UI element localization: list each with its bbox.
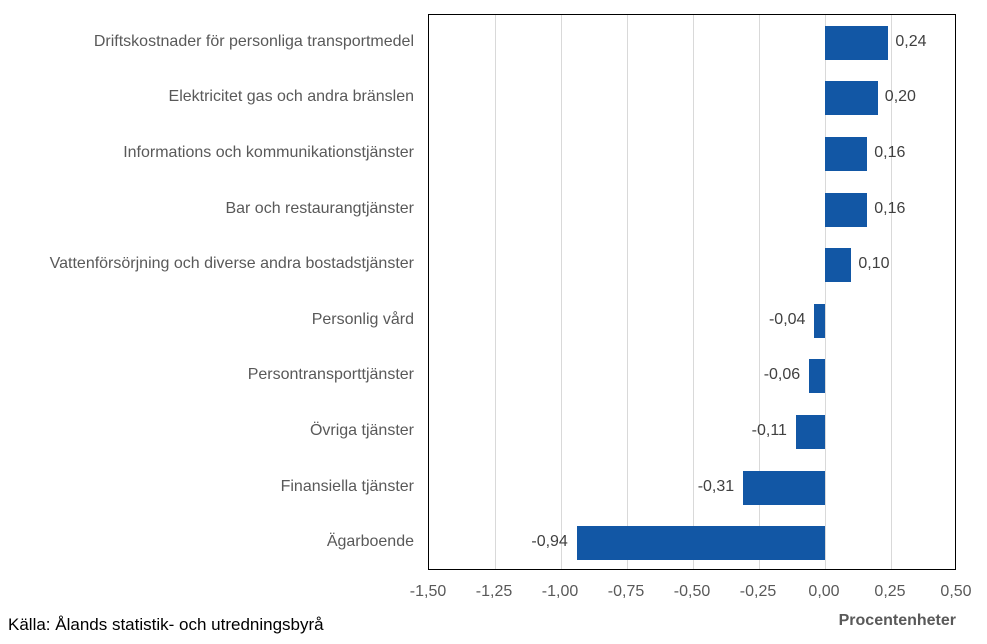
value-label: 0,16 xyxy=(874,199,906,217)
value-label: -0,94 xyxy=(531,533,568,551)
category-label: Finansiella tjänster xyxy=(280,477,414,495)
category-label: Elektricitet gas och andra bränslen xyxy=(168,88,414,106)
value-label: -0,06 xyxy=(763,366,801,384)
value-label: 0,20 xyxy=(884,88,916,106)
category-label: Vattenförsörjning och diverse andra bost… xyxy=(49,255,414,273)
bar xyxy=(809,359,825,394)
x-tick-label: -1,00 xyxy=(541,583,579,600)
category-label: Driftskostnader för personliga transport… xyxy=(93,32,414,50)
gridline xyxy=(758,15,760,569)
x-tick-label: -0,50 xyxy=(673,583,711,600)
gridline xyxy=(494,15,496,569)
source-note: Källa: Ålands statistik- och utredningsb… xyxy=(8,615,324,634)
bar xyxy=(825,137,868,171)
plot-area xyxy=(428,14,956,570)
category-label: Personlig vård xyxy=(311,310,414,328)
x-tick-label: 0,25 xyxy=(874,583,906,600)
gridline xyxy=(560,15,562,569)
bar xyxy=(814,303,825,338)
value-label: -0,31 xyxy=(697,477,735,495)
gridline xyxy=(692,15,694,569)
value-label: -0,04 xyxy=(768,310,806,328)
category-label: Bar och restaurangtjänster xyxy=(225,199,414,217)
x-tick-label: 0,00 xyxy=(808,583,840,600)
x-tick-label: -0,75 xyxy=(607,583,645,600)
gridline xyxy=(626,15,628,569)
x-tick-label: -0,25 xyxy=(739,583,777,600)
category-label: Övriga tjänster xyxy=(309,422,414,439)
bar xyxy=(825,25,889,60)
x-tick-label: 0,50 xyxy=(940,583,972,600)
bar xyxy=(795,415,825,449)
gridline xyxy=(890,15,892,569)
x-tick-label: -1,50 xyxy=(409,583,447,600)
gridline xyxy=(824,15,826,569)
bar xyxy=(743,470,825,505)
category-label: Ägarboende xyxy=(326,533,414,551)
category-label: Persontransporttjänster xyxy=(247,366,414,384)
x-axis-label: Procentenheter xyxy=(838,612,956,629)
value-label: 0,10 xyxy=(858,255,890,273)
bar xyxy=(576,526,825,561)
bar xyxy=(825,248,852,283)
bar xyxy=(825,81,878,116)
bar xyxy=(825,192,868,227)
value-label: -0,11 xyxy=(751,422,787,439)
value-label: 0,24 xyxy=(895,32,927,50)
value-label: 0,16 xyxy=(874,144,906,161)
category-label: Informations och kommunikationstjänster xyxy=(123,144,414,161)
x-tick-label: -1,25 xyxy=(475,583,513,600)
